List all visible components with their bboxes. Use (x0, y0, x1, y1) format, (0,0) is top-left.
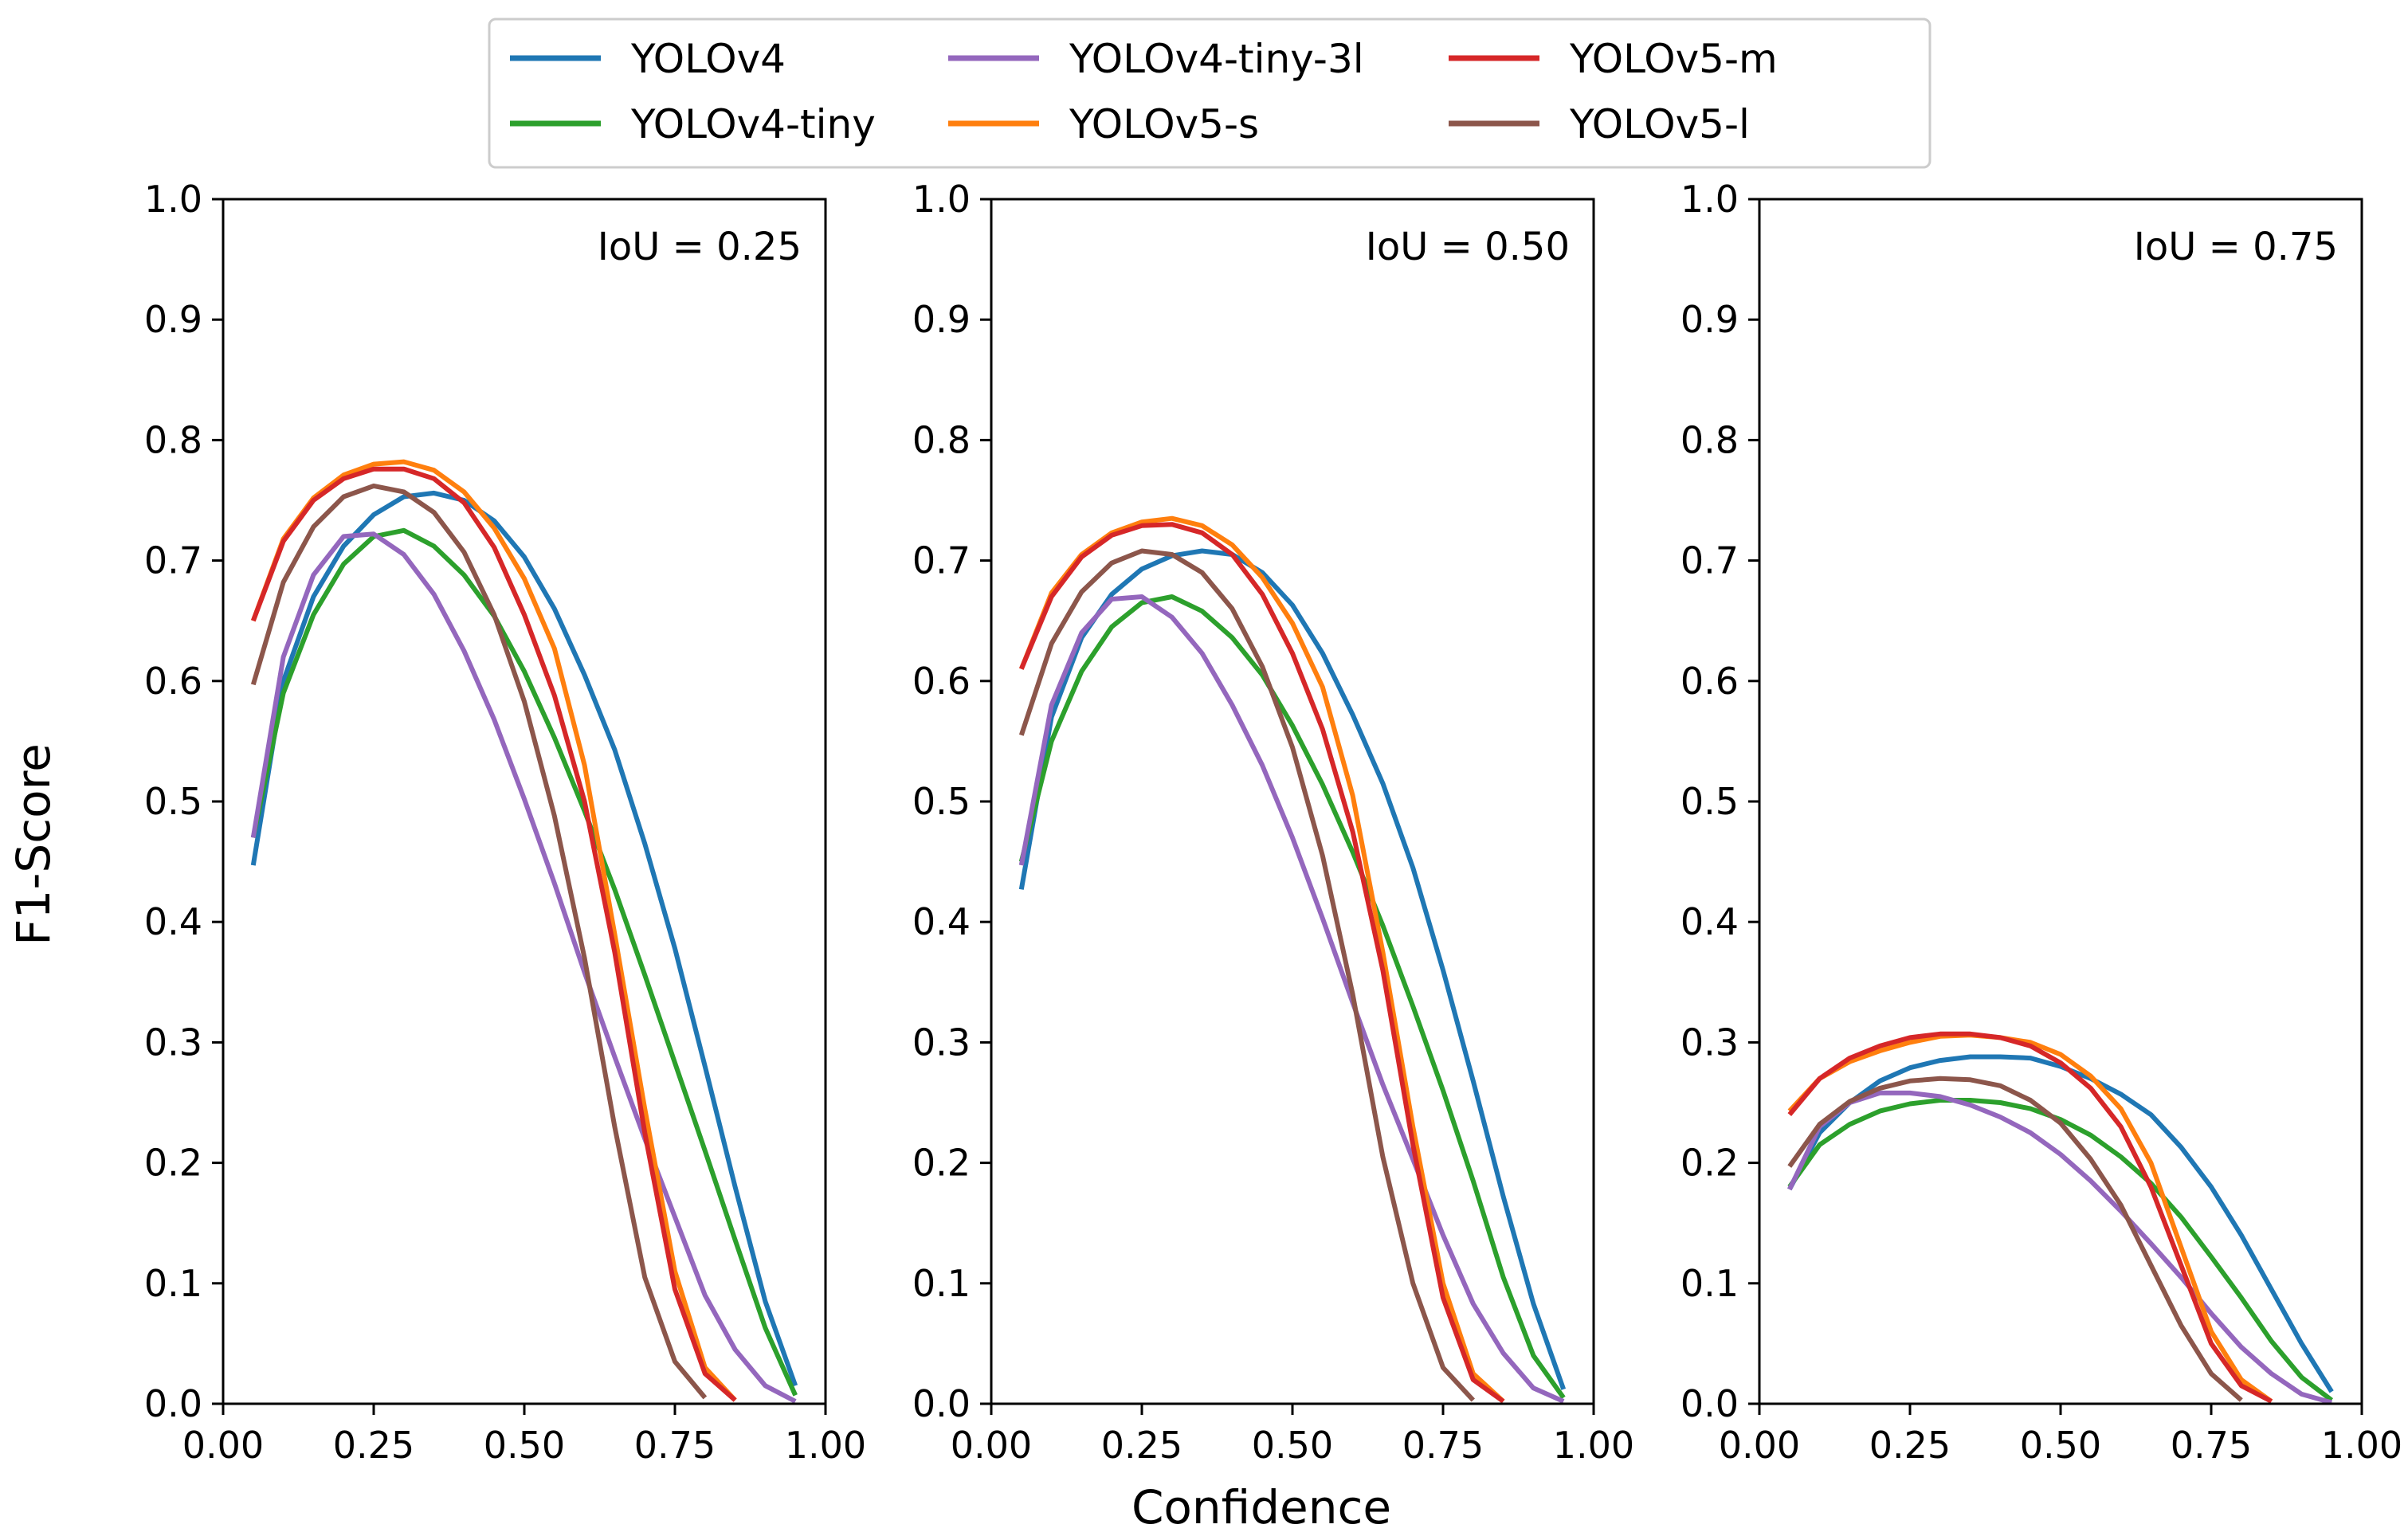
legend-item-yolov5-s: YOLOv5-s (948, 101, 1259, 147)
series-line-yolov5-s (250, 459, 737, 1402)
x-tick-label: 0.25 (333, 1424, 414, 1467)
y-tick-label: 0.6 (912, 660, 971, 703)
y-tick-label: 0.9 (912, 298, 971, 341)
series-line-yolov5-m (250, 466, 737, 1402)
legend-label: YOLOv5-m (1569, 36, 1778, 82)
y-tick-label: 0.2 (1681, 1142, 1739, 1185)
y-tick-label: 0.2 (912, 1142, 971, 1185)
iou-annotation: IoU = 0.25 (598, 225, 802, 269)
series-line-yolov4-tiny-3l (1018, 594, 1565, 1404)
y-tick-label: 0.4 (144, 900, 202, 943)
x-axis-label: Confidence (1131, 1480, 1391, 1534)
y-tick-label: 1.0 (1681, 178, 1739, 221)
y-tick-label: 0.0 (144, 1382, 202, 1425)
legend: YOLOv4 YOLOv4-tiny YOLOv4-tiny-3l YOLOv5-s Y… (488, 18, 1931, 169)
y-tick-label: 0.3 (912, 1021, 971, 1064)
x-tick-label: 0.75 (1402, 1424, 1484, 1467)
series-line-yolov4 (1787, 1054, 2334, 1393)
x-tick-label: 0.75 (634, 1424, 716, 1467)
series-line-yolov4 (250, 490, 798, 1387)
legend-frame (488, 18, 1931, 169)
x-tick-label: 0.00 (951, 1424, 1032, 1467)
legend-label: YOLOv5-s (1069, 101, 1259, 147)
y-tick-label: 0.7 (144, 539, 202, 582)
series-line-yolov4-tiny-3l (250, 531, 797, 1404)
y-tick-label: 0.8 (144, 418, 202, 461)
y-tick-label: 0.4 (1681, 900, 1739, 943)
iou-annotation: IoU = 0.50 (1366, 225, 1570, 269)
y-tick-label: 0.1 (912, 1262, 971, 1305)
x-tick-label: 0.50 (1252, 1424, 1333, 1467)
legend-item-yolov5-m: YOLOv5-m (1449, 36, 1778, 82)
legend-label: YOLOv5-l (1569, 101, 1750, 147)
panel-2: 0.0 0.1 0.2 0.3 0.4 0.5 0.6 0.7 0.8 0.9 1.0 0.00 0.2… (912, 178, 1634, 1467)
chart-panels: 0.0 0.1 0.2 0.3 0.4 0.5 0.6 0.7 0.8 0.9 1.0 0.00 0.2… (144, 178, 2402, 1467)
series-line-yolov5-m (1019, 522, 1505, 1404)
series-line-yolov5-l (1787, 1076, 2243, 1402)
y-tick-label: 0.5 (144, 780, 202, 823)
legend-item-yolov5-l: YOLOv5-l (1449, 101, 1750, 147)
y-tick-label: 1.0 (912, 178, 971, 221)
y-tick-label: 0.5 (912, 780, 971, 823)
series-line-yolov4 (1018, 548, 1567, 1390)
plot-frame (1758, 198, 2363, 1405)
y-tick-label: 0.0 (912, 1382, 971, 1425)
x-tick-label: 0.50 (484, 1424, 565, 1467)
x-tick-label: 0.25 (1869, 1424, 1951, 1467)
series-line-yolov5-l (250, 483, 708, 1400)
legend-label: YOLOv4-tiny-3l (1069, 36, 1364, 82)
legend-item-yolov4-tiny-3l: YOLOv4-tiny-3l (948, 36, 1364, 82)
y-tick-label: 0.1 (1681, 1262, 1739, 1305)
x-tick-label: 0.00 (182, 1424, 264, 1467)
series-line-yolov4-tiny (1018, 594, 1566, 1400)
legend-label: YOLOv4 (630, 36, 786, 82)
y-axis-label: F1-Score (6, 743, 61, 946)
y-tick-label: 0.8 (912, 418, 971, 461)
panel-1: 0.0 0.1 0.2 0.3 0.4 0.5 0.6 0.7 0.8 0.9 1.0 0.00 0.2… (144, 178, 866, 1467)
y-tick-label: 0.9 (1681, 298, 1739, 341)
iou-annotation: IoU = 0.75 (2134, 225, 2338, 269)
x-tick-label: 0.00 (1719, 1424, 1800, 1467)
series-line-yolov5-l (1018, 548, 1476, 1402)
y-tick-label: 0.0 (1681, 1382, 1739, 1425)
x-tick-label: 1.00 (785, 1424, 866, 1467)
series-line-yolov5-m (1787, 1031, 2273, 1404)
series-line-yolov4-tiny (250, 527, 798, 1397)
legend-item-yolov4: YOLOv4 (510, 36, 786, 82)
series-line-yolov4-tiny (1787, 1098, 2334, 1402)
y-tick-label: 1.0 (144, 178, 202, 221)
legend-item-yolov4-tiny: YOLOv4-tiny (510, 101, 876, 147)
legend-label: YOLOv4-tiny (630, 101, 876, 147)
y-tick-label: 0.7 (1681, 539, 1739, 582)
x-tick-label: 0.75 (2171, 1424, 2252, 1467)
panel-3: 0.0 0.1 0.2 0.3 0.4 0.5 0.6 0.7 0.8 0.9 1.0 0.00 0.2… (1681, 178, 2402, 1467)
y-tick-label: 0.2 (144, 1142, 202, 1185)
x-tick-label: 0.50 (2020, 1424, 2101, 1467)
y-tick-label: 0.3 (144, 1021, 202, 1064)
y-tick-label: 0.5 (1681, 780, 1739, 823)
series-line-yolov5-s (1787, 1033, 2273, 1404)
y-tick-label: 0.8 (1681, 418, 1739, 461)
y-tick-label: 0.3 (1681, 1021, 1739, 1064)
y-tick-label: 0.6 (144, 660, 202, 703)
y-tick-label: 0.1 (144, 1262, 202, 1305)
y-tick-label: 0.7 (912, 539, 971, 582)
y-tick-label: 0.6 (1681, 660, 1739, 703)
y-tick-label: 0.9 (144, 298, 202, 341)
x-tick-label: 1.00 (1553, 1424, 1634, 1467)
x-tick-label: 0.25 (1101, 1424, 1182, 1467)
plot-frame (990, 198, 1595, 1405)
y-tick-label: 0.4 (912, 900, 971, 943)
x-tick-label: 1.00 (2321, 1424, 2402, 1467)
series-line-yolov4-tiny-3l (1787, 1090, 2333, 1405)
